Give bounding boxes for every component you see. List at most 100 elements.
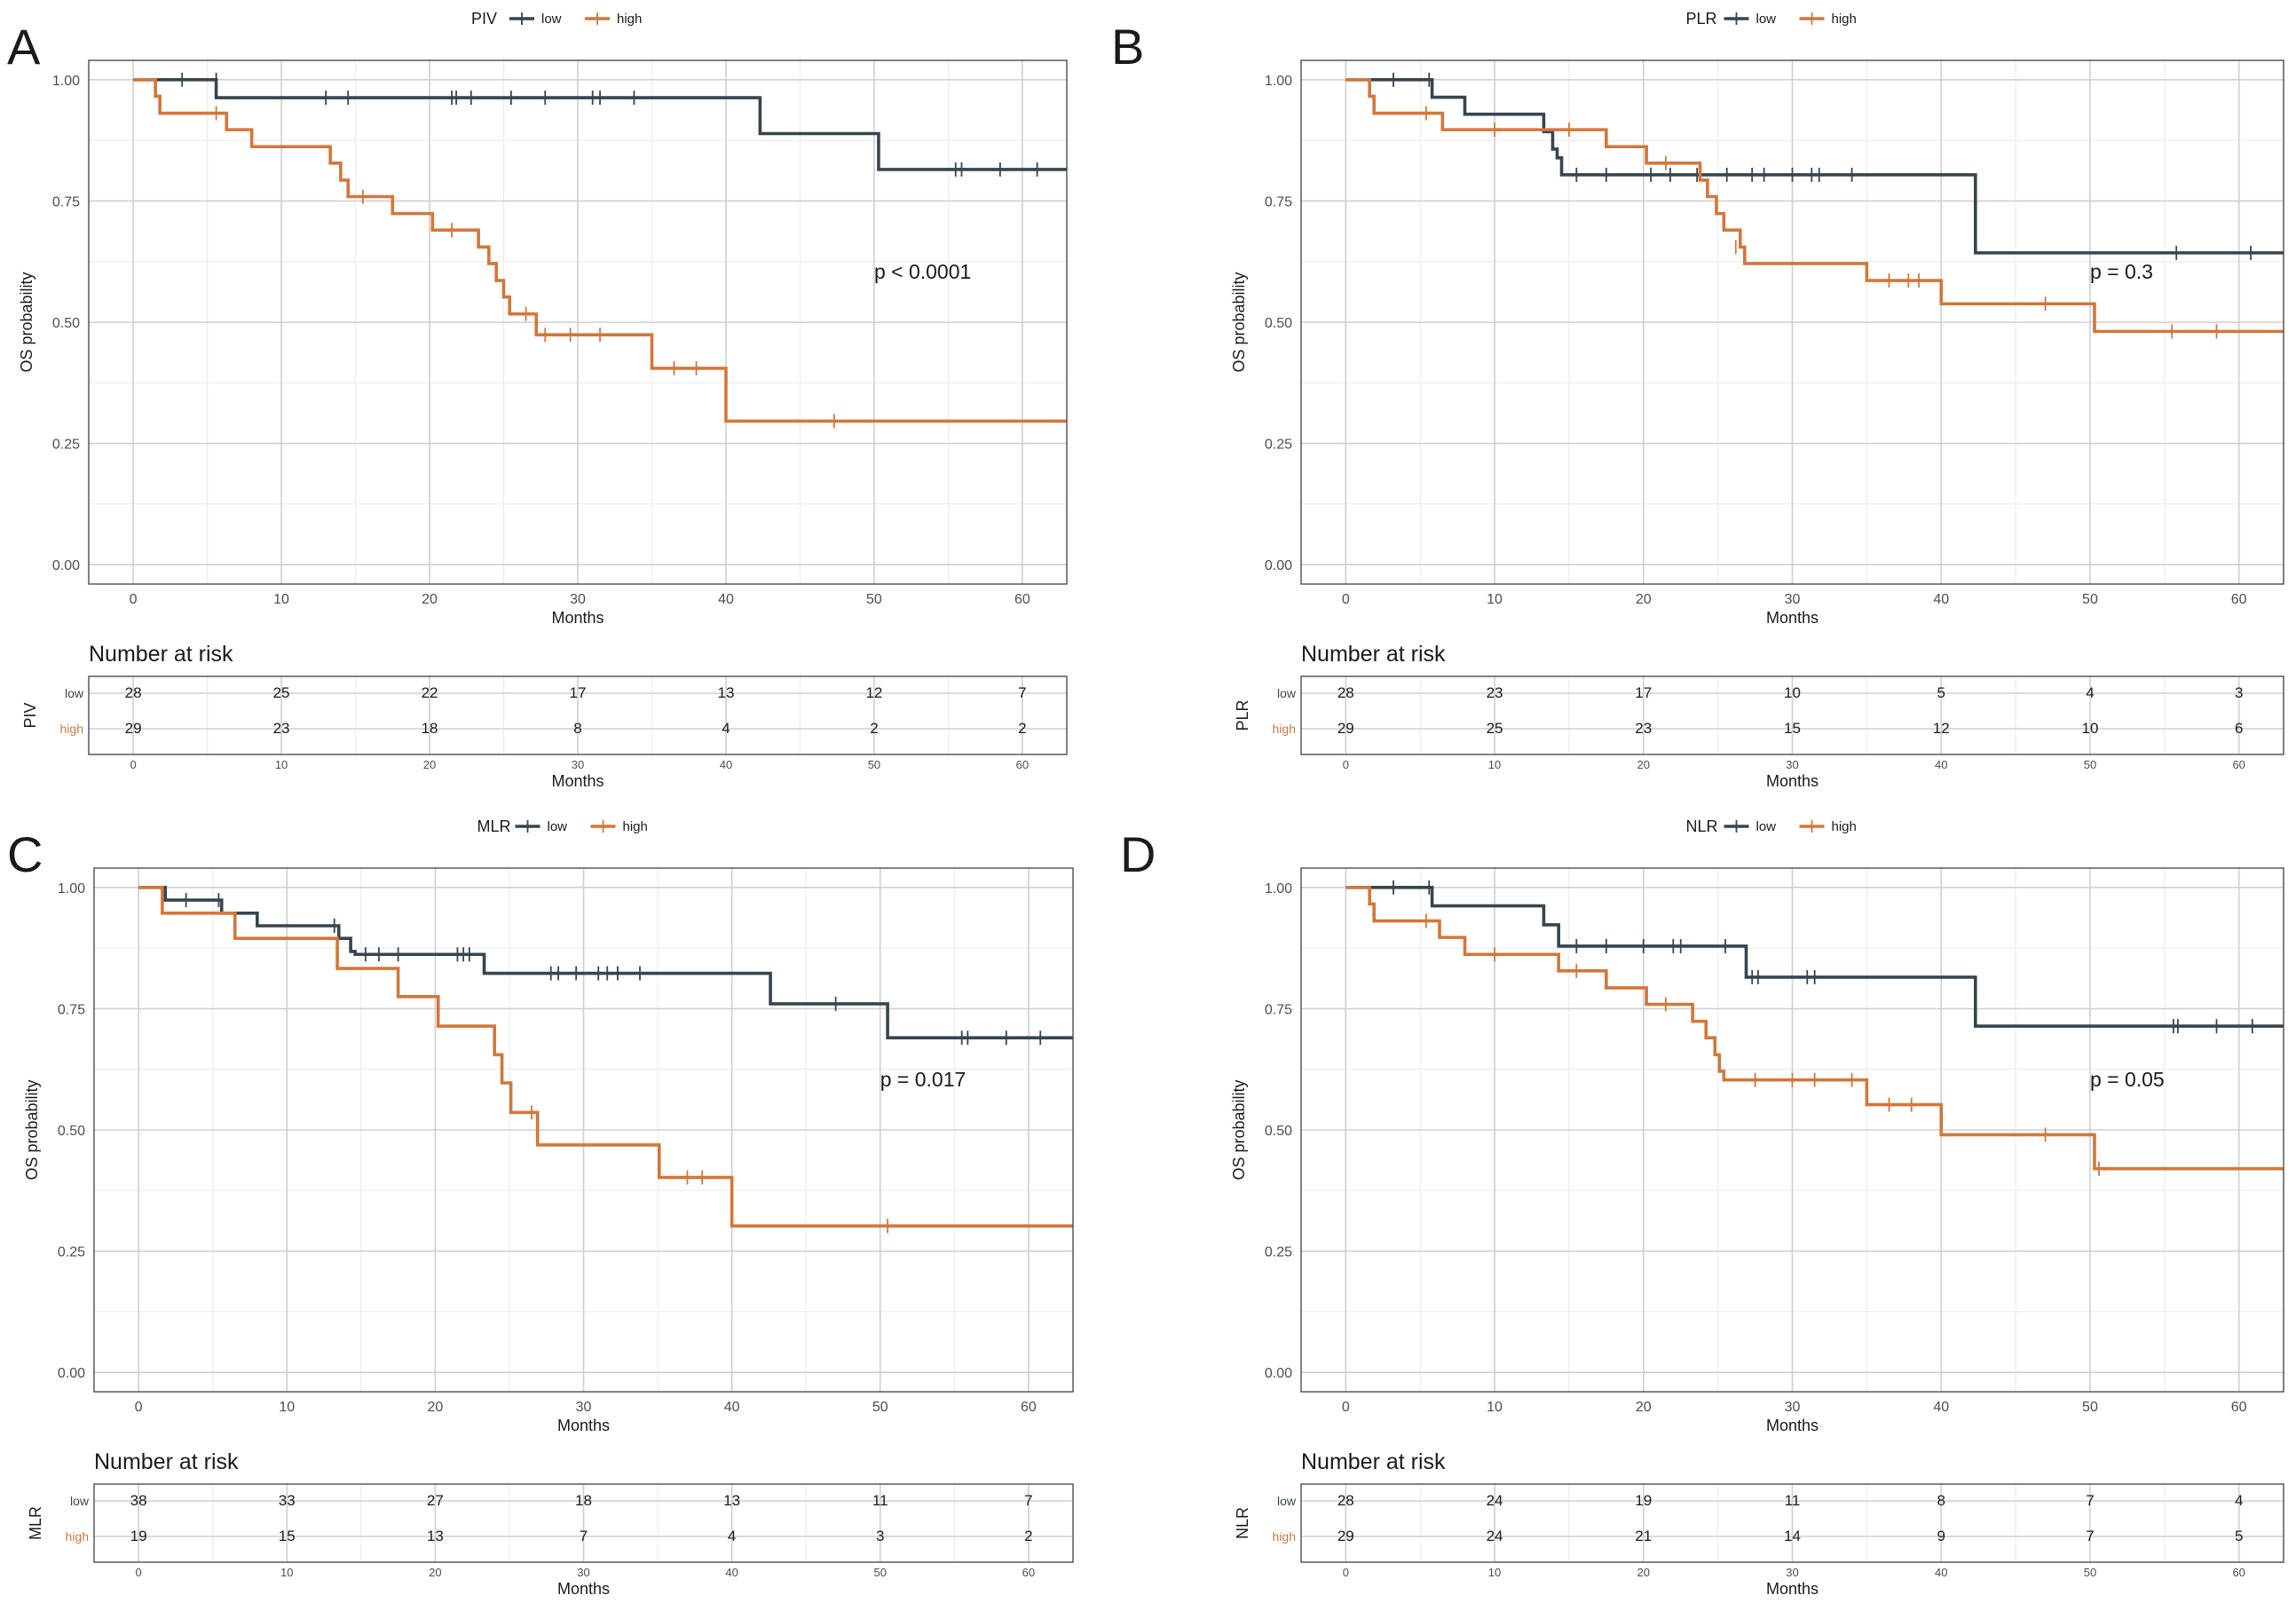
legend-label-low: low — [1756, 819, 1777, 834]
x-tick-label: 60 — [2231, 1400, 2247, 1415]
x-tick-label: 30 — [1785, 592, 1801, 607]
risk-count-low: 24 — [1487, 1492, 1503, 1509]
risk-count-high: 5 — [2235, 1528, 2243, 1544]
risk-table-title: Number at risk — [94, 1449, 239, 1474]
risk-x-tick-label: 10 — [1488, 758, 1501, 771]
risk-table-title: Number at risk — [1301, 642, 1446, 667]
risk-x-tick-label: 0 — [1343, 758, 1349, 771]
x-tick-label: 60 — [1014, 592, 1030, 607]
y-tick-label: 0.25 — [58, 1245, 85, 1260]
risk-count-low: 12 — [865, 684, 882, 701]
p-value: p = 0.05 — [2090, 1068, 2165, 1091]
legend: MLR low high — [477, 817, 648, 835]
x-axis-title: Months — [557, 1417, 610, 1434]
legend-title: MLR — [477, 817, 511, 835]
risk-table-border — [1300, 1483, 2284, 1563]
gridlines — [1301, 60, 2284, 584]
risk-x-tick-label: 0 — [136, 1566, 142, 1579]
risk-x-tick-label: 20 — [423, 758, 436, 771]
risk-count-low: 19 — [1635, 1492, 1652, 1509]
risk-x-axis-title: Months — [557, 1580, 610, 1598]
risk-x-tick-label: 60 — [1016, 758, 1029, 771]
y-tick-label: 1.00 — [1265, 881, 1292, 896]
risk-count-low: 13 — [723, 1492, 740, 1509]
risk-group-label-low: low — [70, 1494, 90, 1508]
y-tick-label: 0.50 — [1265, 316, 1292, 331]
plot-border — [93, 867, 1074, 1393]
y-tick-label: 0.75 — [1265, 194, 1292, 209]
risk-x-axis-title: Months — [551, 772, 604, 790]
survival-curve-low — [138, 886, 1073, 1039]
legend-label-low: low — [1756, 12, 1777, 27]
x-tick-label: 50 — [866, 592, 882, 607]
risk-count-low: 3 — [2235, 684, 2243, 701]
panel-letter: D — [1120, 826, 1156, 882]
risk-x-tick-label: 60 — [2232, 1566, 2245, 1579]
risk-x-tick-label: 50 — [2084, 1566, 2096, 1579]
risk-count-high: 15 — [279, 1528, 296, 1544]
x-tick-label: 0 — [130, 592, 138, 607]
risk-count-high: 14 — [1784, 1528, 1801, 1544]
p-value: p < 0.0001 — [874, 260, 971, 283]
risk-group-label-high: high — [1273, 1529, 1296, 1544]
x-tick-label: 10 — [279, 1400, 295, 1415]
plot-border — [1300, 59, 2284, 585]
p-value: p = 0.017 — [880, 1068, 967, 1091]
risk-count-high: 24 — [1487, 1528, 1503, 1544]
x-tick-label: 40 — [1933, 1400, 1949, 1415]
survival-curve-low — [1345, 78, 2284, 255]
y-tick-label: 0.00 — [58, 1366, 85, 1381]
risk-group-label-low: low — [1277, 1494, 1297, 1508]
risk-count-high: 18 — [422, 720, 438, 737]
risk-table-variable: PLR — [1234, 699, 1251, 730]
risk-count-low: 28 — [125, 684, 142, 701]
risk-x-tick-label: 60 — [2232, 758, 2245, 771]
legend-label-high: high — [617, 12, 642, 27]
risk-count-high: 23 — [273, 720, 290, 737]
x-tick-label: 50 — [2082, 1400, 2098, 1415]
x-tick-label: 30 — [576, 1400, 592, 1415]
y-tick-label: 0.50 — [58, 1124, 85, 1139]
risk-count-low: 23 — [1487, 684, 1503, 701]
risk-table-variable: NLR — [1234, 1507, 1251, 1539]
risk-table-title: Number at risk — [1301, 1449, 1446, 1474]
risk-x-tick-label: 0 — [130, 758, 136, 771]
x-tick-label: 0 — [1342, 592, 1350, 607]
risk-count-high: 4 — [722, 720, 730, 737]
risk-x-tick-label: 60 — [1022, 1566, 1035, 1579]
risk-count-low: 28 — [1337, 684, 1354, 701]
risk-x-tick-label: 10 — [275, 758, 288, 771]
risk-group-label-high: high — [60, 722, 83, 736]
risk-x-tick-label: 20 — [429, 1566, 441, 1579]
x-tick-label: 60 — [2231, 592, 2247, 607]
risk-count-low: 28 — [1337, 1492, 1354, 1509]
risk-count-low: 7 — [2086, 1492, 2094, 1509]
risk-count-low: 7 — [1018, 684, 1026, 701]
x-tick-label: 30 — [1785, 1400, 1801, 1415]
x-axis-title: Months — [1766, 609, 1819, 627]
risk-count-low: 27 — [427, 1492, 444, 1509]
legend: PIV low high — [471, 10, 642, 28]
risk-count-low: 17 — [570, 684, 587, 701]
legend-label-low: low — [541, 12, 562, 27]
survival-curve-low — [1345, 886, 2284, 1028]
x-axis-title: Months — [1766, 1417, 1819, 1434]
risk-x-tick-label: 10 — [1488, 1566, 1501, 1579]
legend-label-high: high — [1832, 12, 1857, 27]
y-tick-label: 1.00 — [58, 881, 85, 896]
risk-count-high: 3 — [876, 1528, 884, 1544]
gridlines — [1301, 868, 2284, 1392]
y-tick-label: 0.00 — [52, 558, 80, 573]
legend-label-high: high — [623, 819, 648, 834]
risk-x-tick-label: 30 — [1786, 758, 1798, 771]
risk-table-border — [88, 675, 1068, 755]
y-tick-label: 0.25 — [52, 438, 80, 453]
y-axis-title: OS probability — [23, 1079, 41, 1180]
risk-count-high: 21 — [1635, 1528, 1652, 1544]
risk-count-low: 11 — [872, 1492, 888, 1509]
risk-x-tick-label: 50 — [2084, 758, 2096, 771]
